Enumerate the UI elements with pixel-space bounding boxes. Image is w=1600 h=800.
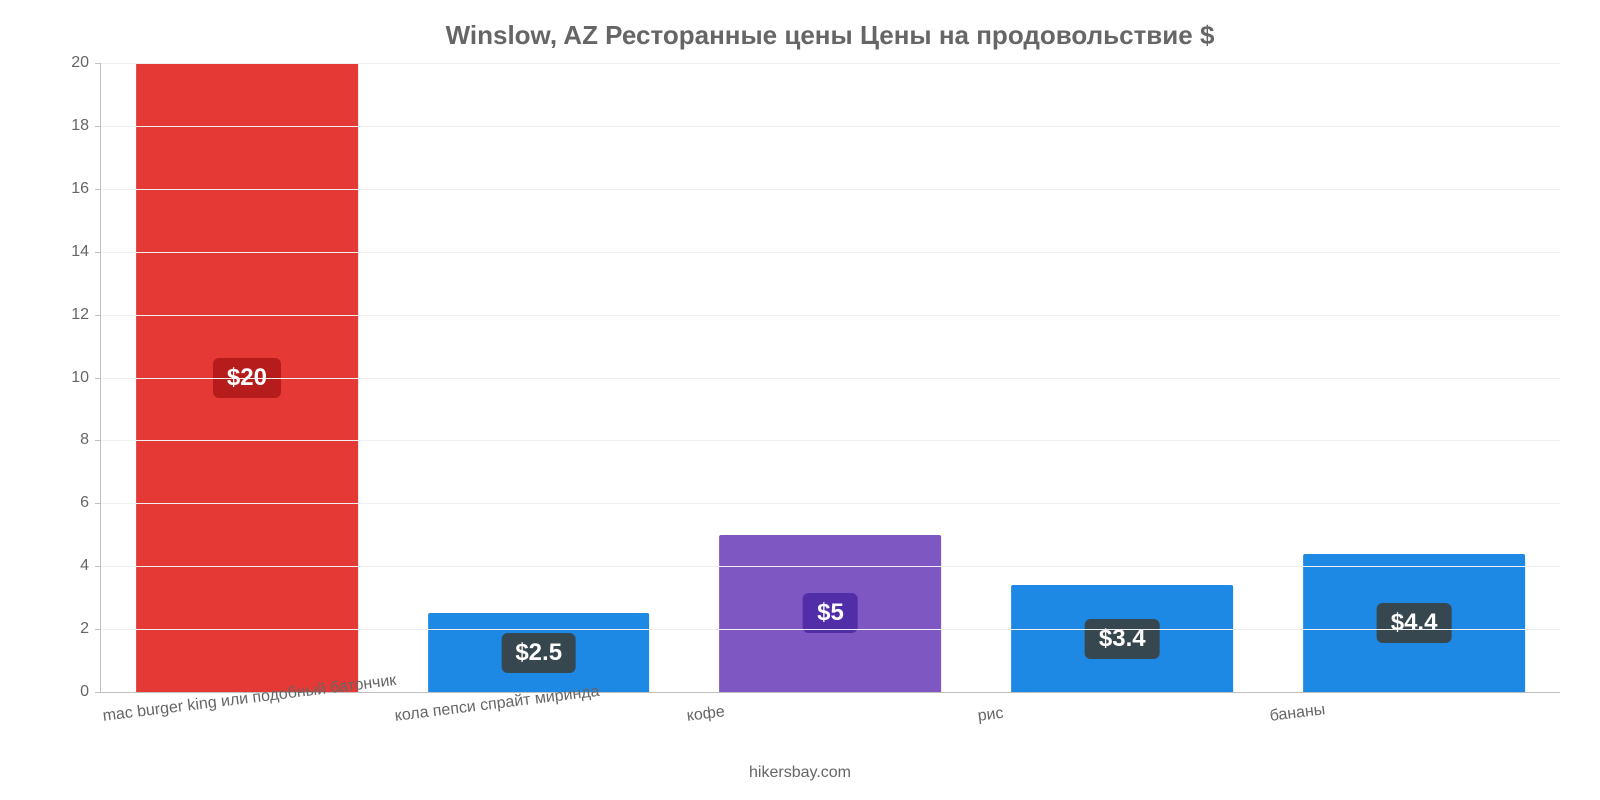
chart-ytick-label: 0 [80,683,89,701]
chart-ytick-label: 10 [71,369,89,387]
chart-xaxis-label: бананы [1269,701,1327,726]
chart-ytick-label: 6 [80,494,89,512]
chart-gridline [101,378,1560,379]
chart-ytick-label: 18 [71,117,89,135]
chart-gridline [101,63,1560,64]
chart-ytick-label: 12 [71,306,89,324]
chart-gridline [101,440,1560,441]
chart-gridline [101,315,1560,316]
chart-gridline [101,503,1560,504]
chart-ytickmark [95,63,101,64]
chart-value-badge: $5 [803,593,858,633]
chart-ytick-label: 2 [80,620,89,638]
chart-ytick-label: 8 [80,431,89,449]
chart-ytickmark [95,503,101,504]
chart-gridline [101,566,1560,567]
chart-ytickmark [95,189,101,190]
chart-footer: hikersbay.com [0,764,1600,782]
chart-container: Winslow, AZ Ресторанные цены Цены на про… [0,0,1600,800]
chart-xaxis-label: кофе [685,703,725,726]
chart-plot-area: $20$2.5$5$3.4$4.4 mac burger king или по… [100,63,1560,693]
chart-title: Winslow, AZ Ресторанные цены Цены на про… [100,20,1560,51]
chart-xaxis-label: рис [977,705,1005,726]
chart-value-badge: $2.5 [501,633,576,673]
chart-gridline [101,629,1560,630]
chart-value-badge: $3.4 [1085,619,1160,659]
chart-ytick-label: 16 [71,180,89,198]
chart-ytickmark [95,252,101,253]
chart-ytickmark [95,566,101,567]
chart-gridline [101,126,1560,127]
chart-ytickmark [95,692,101,693]
chart-ytick-label: 4 [80,557,89,575]
chart-ytickmark [95,440,101,441]
chart-ytickmark [95,315,101,316]
chart-ytickmark [95,126,101,127]
chart-gridline [101,189,1560,190]
chart-ytick-label: 14 [71,243,89,261]
chart-gridline [101,252,1560,253]
chart-ytick-label: 20 [71,54,89,72]
chart-ytickmark [95,378,101,379]
chart-value-badge: $4.4 [1377,603,1452,643]
chart-ytickmark [95,629,101,630]
